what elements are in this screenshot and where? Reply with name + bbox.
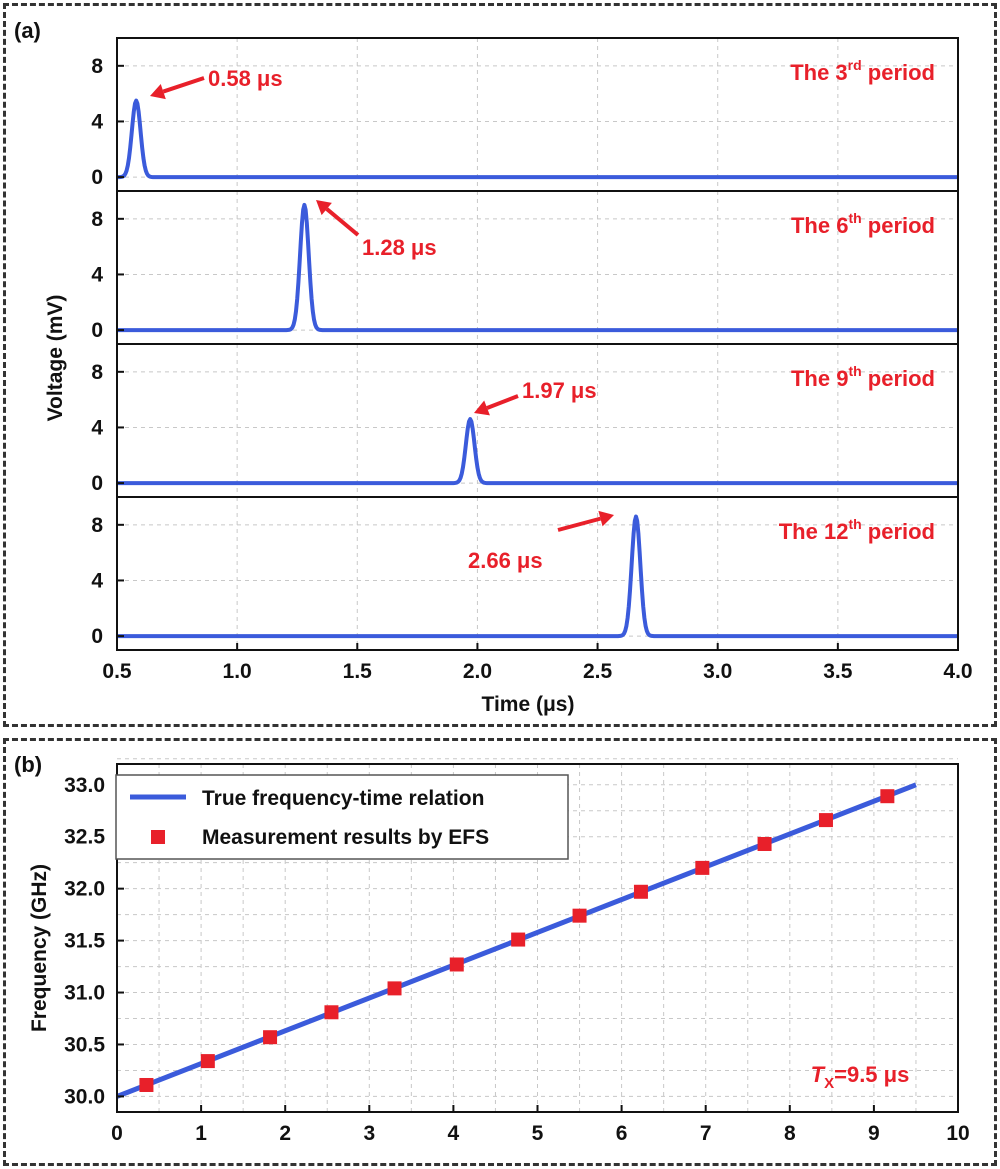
annotation-arrow-head	[598, 510, 614, 527]
y-tick-label: 32.5	[64, 826, 105, 849]
peak-time-annotation: 2.66 μs	[468, 548, 543, 573]
annotation-arrow-shaft	[325, 207, 360, 237]
measurement-point	[695, 860, 710, 875]
y-tick-label: 0	[91, 319, 103, 342]
measurement-point	[449, 957, 464, 972]
y-tick-label: 31.5	[64, 930, 105, 953]
x-tick-label: 6	[616, 1122, 628, 1145]
x-tick-label: 2.5	[583, 660, 613, 683]
pulse-trace	[116, 202, 959, 333]
peak-time-annotation: 0.58 μs	[208, 66, 283, 91]
peak-time-annotation: 1.97 μs	[522, 378, 597, 403]
legend-box	[115, 774, 569, 860]
measurement-point	[818, 813, 833, 828]
x-tick-label: 4.0	[943, 660, 972, 683]
y-tick-label: 8	[91, 361, 103, 384]
annotation-arrow-head	[474, 400, 490, 416]
x-tick-label: 3.5	[823, 660, 853, 683]
y-tick-label: 30.5	[64, 1033, 105, 1056]
y-tick-label: 33.0	[64, 774, 105, 797]
y-tick-label: 31.0	[64, 982, 105, 1005]
x-tick-label: 2	[279, 1122, 291, 1145]
x-tick-label: 10	[946, 1122, 969, 1145]
tx-annotation: TX=9.5 μs	[811, 1062, 910, 1092]
x-tick-label: 4	[448, 1122, 460, 1145]
pulse-trace	[116, 417, 959, 486]
panel-a-frame	[3, 3, 997, 727]
measurement-point	[200, 1054, 215, 1069]
annotation-arrow-shaft	[557, 516, 601, 532]
x-tick-label: 2.0	[463, 660, 492, 683]
y-tick-label: 8	[91, 55, 103, 78]
y-tick-label: 8	[91, 514, 103, 537]
period-label: The 6th period	[791, 210, 935, 238]
y-tick-label: 30.0	[64, 1085, 105, 1108]
panel-b-y-axis-title: Frequency (GHz)	[28, 864, 51, 1032]
peak-time-annotation: 1.28 μs	[362, 235, 437, 260]
measurement-point	[387, 981, 402, 996]
measurement-point	[757, 836, 772, 851]
annotation-arrow-head	[316, 200, 332, 216]
y-tick-label: 4	[91, 416, 103, 439]
x-tick-label: 0	[111, 1122, 123, 1145]
period-label: The 12th period	[779, 516, 935, 544]
y-tick-label: 4	[91, 110, 103, 133]
x-tick-label: 8	[784, 1122, 796, 1145]
panel-b-label: (b)	[14, 752, 42, 777]
panel-a-x-axis-title: Time (μs)	[482, 693, 575, 716]
measurement-point	[139, 1077, 154, 1092]
y-tick-label: 4	[91, 263, 103, 286]
pulse-trace	[116, 98, 959, 180]
annotation-arrow-head	[150, 83, 166, 100]
measurement-point	[263, 1030, 278, 1045]
measurement-point	[324, 1005, 339, 1020]
y-tick-label: 4	[91, 569, 103, 592]
x-tick-label: 0.5	[102, 660, 132, 683]
measurement-point	[572, 908, 587, 923]
annotation-arrow-shaft	[162, 76, 205, 94]
period-label: The 3rd period	[790, 57, 935, 85]
period-label: The 9th period	[791, 363, 935, 391]
annotation-arrow-shaft	[486, 394, 519, 410]
measurement-point	[633, 884, 648, 899]
x-tick-label: 3	[363, 1122, 375, 1145]
x-tick-label: 1.0	[223, 660, 252, 683]
measurement-point	[880, 789, 895, 804]
panel-b-frame	[3, 738, 997, 1166]
x-tick-label: 3.0	[703, 660, 732, 683]
x-tick-label: 9	[868, 1122, 880, 1145]
x-tick-label: 1	[195, 1122, 207, 1145]
y-tick-label: 32.0	[64, 878, 105, 901]
y-tick-label: 8	[91, 208, 103, 231]
legend-label-true-relation: True frequency-time relation	[202, 787, 484, 810]
y-tick-label: 0	[91, 625, 103, 648]
x-tick-label: 1.5	[343, 660, 373, 683]
y-tick-label: 0	[91, 166, 103, 189]
x-tick-label: 5	[532, 1122, 544, 1145]
measurement-point	[511, 932, 526, 947]
y-tick-label: 0	[91, 472, 103, 495]
legend-marker-swatch	[151, 830, 165, 844]
panel-a-label: (a)	[14, 18, 41, 43]
subplot-frame	[116, 496, 959, 651]
legend-label-measurement: Measurement results by EFS	[202, 826, 489, 849]
pulse-trace	[116, 514, 959, 639]
panel-a-y-axis-title: Voltage (mV)	[44, 295, 67, 422]
x-tick-label: 7	[700, 1122, 712, 1145]
